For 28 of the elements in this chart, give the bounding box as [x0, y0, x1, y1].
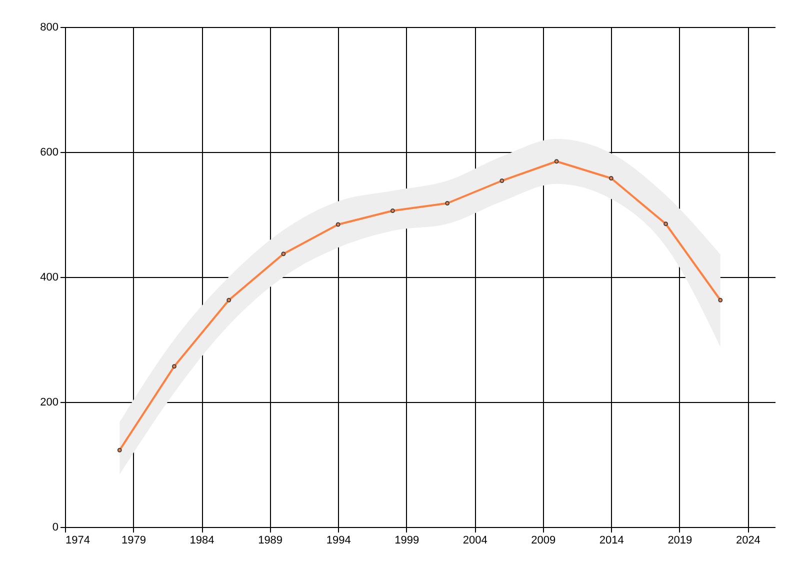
x-tick-label: 1989 [258, 534, 283, 546]
point [336, 222, 340, 227]
point [281, 252, 286, 256]
point [554, 159, 559, 164]
point [172, 364, 176, 369]
point [608, 176, 614, 180]
point [390, 208, 395, 213]
x-tick-label: 2009 [531, 534, 556, 546]
y-tick-label: 200 [40, 396, 58, 408]
point [117, 448, 122, 452]
point [226, 298, 232, 302]
x-tick-label: 2024 [736, 534, 760, 546]
y-tick-label: 600 [40, 146, 58, 158]
x-tick-label: 2014 [599, 534, 624, 546]
x-tick-label: 1979 [122, 534, 146, 546]
x-tick-label: 1974 [66, 534, 90, 546]
point [718, 298, 723, 302]
point [500, 178, 504, 183]
x-tick-label: 2004 [462, 534, 488, 546]
y-tick-label: 400 [40, 272, 58, 284]
x-tick-label: 1984 [190, 534, 214, 546]
y-tick-label: 0 [52, 522, 58, 534]
point [445, 201, 450, 206]
point [664, 222, 668, 226]
y-tick-label: 800 [40, 22, 58, 34]
x-tick-label: 1999 [394, 534, 420, 546]
x-tick-label: 2019 [668, 534, 692, 546]
x-tick-label: 1994 [326, 534, 351, 546]
